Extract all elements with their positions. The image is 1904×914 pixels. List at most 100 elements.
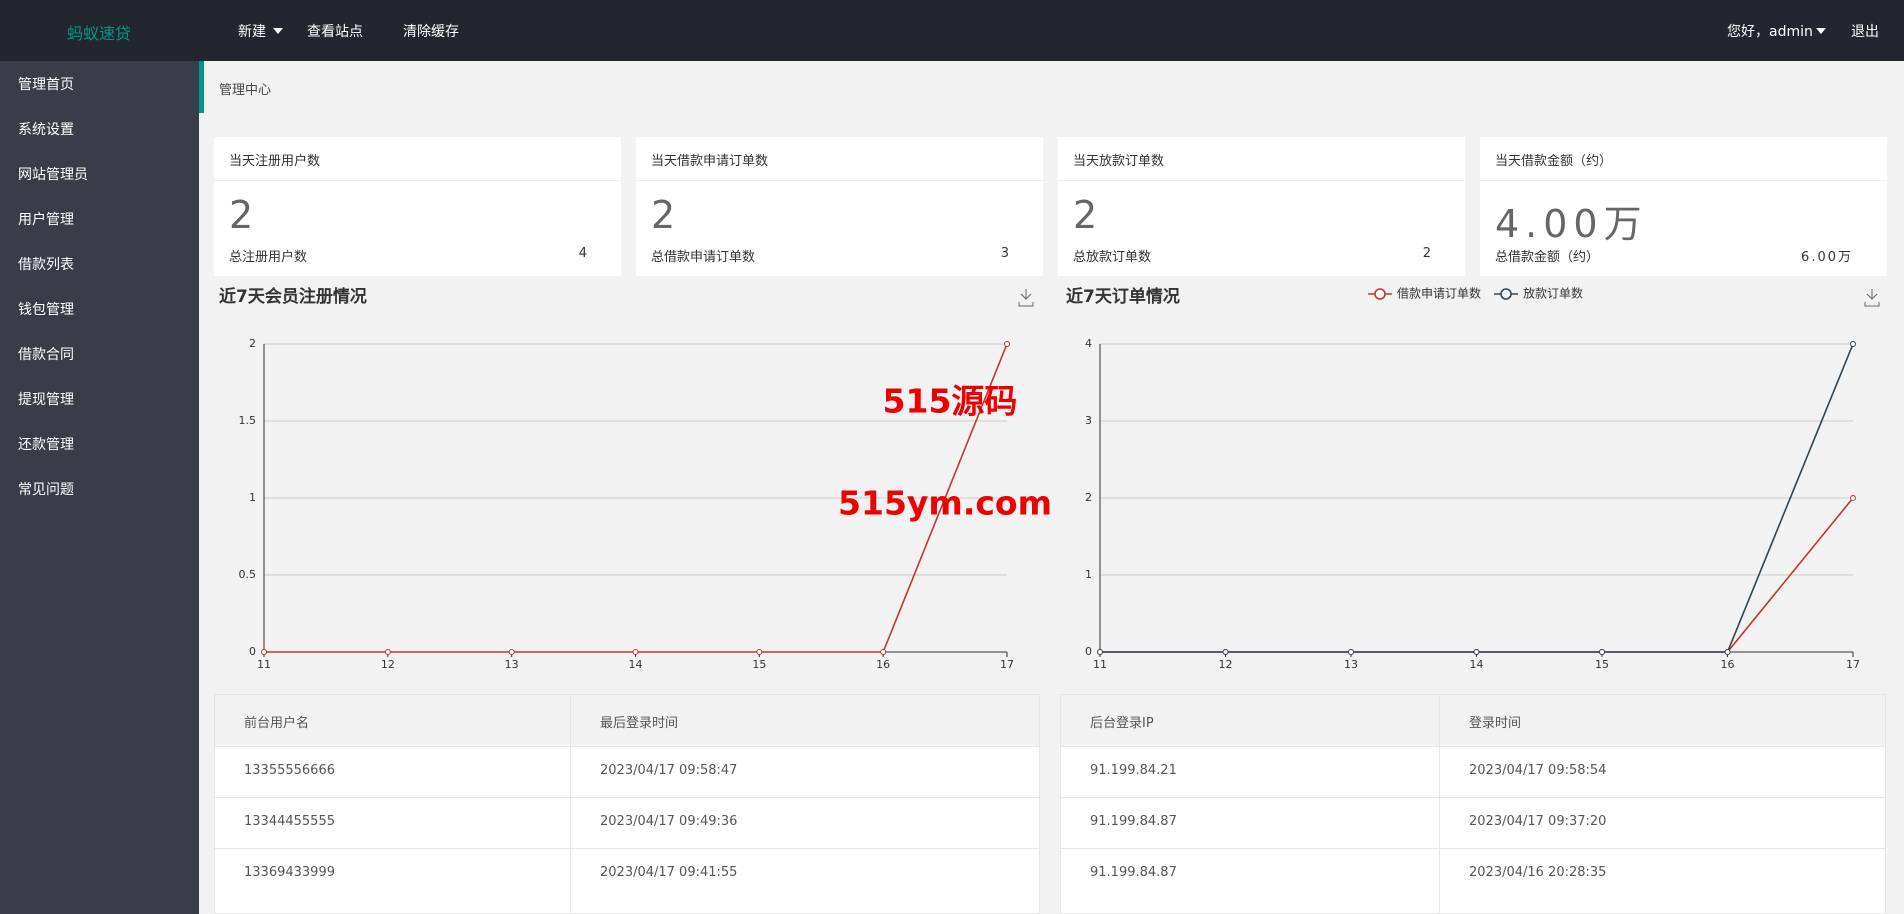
column-divider [1439, 694, 1440, 914]
table-cell: 13344455555 [244, 814, 335, 829]
point [1850, 341, 1856, 347]
y-tick-label: 1.5 [239, 414, 257, 427]
y-tick-label: 0 [1085, 645, 1092, 658]
card-total: 4 [578, 246, 587, 261]
watermark: 515ym.com [838, 484, 1052, 523]
card-divider [636, 180, 1043, 181]
point [1850, 495, 1856, 501]
card-total: 3 [1000, 246, 1009, 261]
x-tick-label: 12 [1219, 658, 1233, 671]
card-total-label: 总借款金额（约） [1495, 250, 1600, 265]
legend-label: 借款申请订单数 [1397, 286, 1481, 301]
point [384, 649, 391, 655]
point [1599, 649, 1605, 655]
card [636, 137, 1043, 276]
table-header: 最后登录时间 [600, 716, 679, 731]
table-cell: 91.199.84.87 [1090, 814, 1177, 829]
point [1724, 649, 1731, 655]
card-value: 2 [229, 193, 254, 237]
card-title: 当天放款订单数 [1073, 154, 1165, 169]
chart-title: 近7天订单情况 [1066, 286, 1180, 307]
sidebar [0, 61, 199, 914]
y-tick-label: 1 [249, 491, 256, 504]
sidebar-item[interactable]: 用户管理 [18, 212, 74, 228]
card-total: 6.00万 [1801, 250, 1853, 265]
x-tick-label: 13 [1344, 658, 1358, 671]
point [1097, 649, 1103, 655]
x-tick-label: 12 [381, 658, 395, 671]
point [1004, 341, 1010, 347]
x-tick-label: 16 [876, 658, 890, 671]
nav-item[interactable]: 清除缓存 [403, 24, 459, 40]
sidebar-item[interactable]: 管理首页 [18, 77, 74, 93]
table-cell: 13369433999 [244, 865, 335, 880]
logout[interactable]: 退出 [1851, 24, 1879, 40]
card-total-label: 总借款申请订单数 [651, 250, 756, 265]
point [880, 649, 887, 655]
sidebar-item[interactable]: 网站管理员 [18, 167, 88, 183]
nav-item[interactable]: 查看站点 [307, 24, 363, 40]
x-tick-label: 16 [1721, 658, 1735, 671]
card-title: 当天注册用户数 [229, 154, 321, 169]
card [214, 137, 621, 276]
breadcrumb-bar [199, 61, 1904, 113]
sidebar-item[interactable]: 借款合同 [18, 347, 74, 363]
legend-label: 放款订单数 [1523, 286, 1583, 301]
row-divider [1060, 848, 1886, 849]
column-divider [570, 694, 571, 914]
point [508, 649, 515, 655]
point [261, 649, 267, 655]
card-title: 当天借款申请订单数 [651, 154, 769, 169]
table-cell: 2023/04/17 09:58:54 [1469, 763, 1607, 778]
table-cell: 2023/04/17 09:58:47 [600, 763, 738, 778]
table-header: 前台用户名 [244, 716, 310, 731]
y-tick-label: 3 [1085, 414, 1092, 427]
legend-marker [1500, 288, 1512, 300]
table-cell: 2023/04/17 09:49:36 [600, 814, 738, 829]
card-divider [1058, 180, 1465, 181]
x-tick-label: 15 [752, 658, 766, 671]
x-tick-label: 11 [257, 658, 271, 671]
card-value: 4.00万 [1495, 202, 1648, 246]
point [1473, 649, 1480, 655]
sidebar-item[interactable]: 提现管理 [18, 392, 74, 408]
sidebar-item[interactable]: 还款管理 [18, 437, 74, 453]
x-tick-label: 15 [1595, 658, 1609, 671]
x-tick-label: 17 [1846, 658, 1860, 671]
logo: 蚂蚁速贷 [67, 24, 132, 43]
card [1480, 137, 1887, 276]
sidebar-item[interactable]: 常见问题 [18, 482, 74, 498]
table-cell: 91.199.84.21 [1090, 763, 1177, 778]
sidebar-item[interactable]: 钱包管理 [18, 302, 74, 318]
point [632, 649, 639, 655]
table-header: 后台登录IP [1090, 716, 1154, 731]
table-header-row [215, 695, 1039, 746]
card-divider [214, 180, 621, 181]
card-title: 当天借款金额（约） [1495, 154, 1613, 169]
card-divider [1480, 180, 1887, 181]
legend-marker [1374, 288, 1386, 300]
row-divider [1060, 746, 1886, 747]
x-tick-label: 17 [1000, 658, 1014, 671]
point [1222, 649, 1229, 655]
watermark: 515源码 [883, 382, 1018, 421]
y-tick-label: 2 [249, 337, 256, 350]
table-cell: 2023/04/17 09:37:20 [1469, 814, 1607, 829]
sidebar-item[interactable]: 借款列表 [18, 257, 74, 273]
x-tick-label: 13 [505, 658, 519, 671]
row-divider [214, 746, 1040, 747]
table-header: 登录时间 [1469, 716, 1522, 731]
user-menu[interactable]: 您好，admin [1727, 24, 1813, 40]
breadcrumb: 管理中心 [219, 83, 272, 98]
card [1058, 137, 1465, 276]
download-icon [1864, 289, 1880, 307]
row-divider [214, 797, 1040, 798]
chart-title: 近7天会员注册情况 [219, 286, 367, 307]
card-value: 2 [651, 193, 676, 237]
sidebar-item[interactable]: 系统设置 [18, 122, 74, 138]
table-cell: 13355556666 [244, 763, 335, 778]
nav-item[interactable]: 新建 [238, 24, 266, 40]
x-tick-label: 14 [629, 658, 643, 671]
y-tick-label: 2 [1085, 491, 1092, 504]
